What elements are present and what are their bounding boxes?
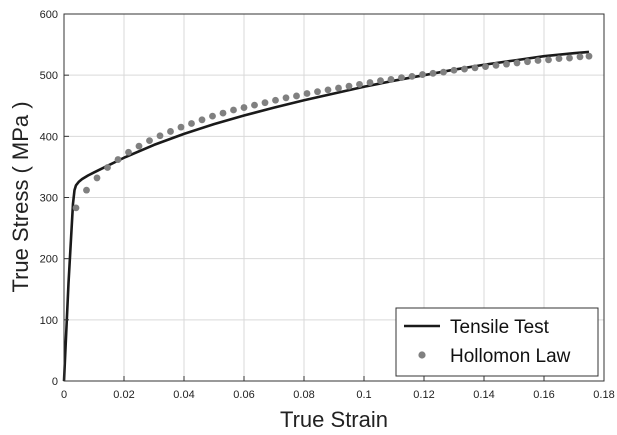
hollomon-law-point <box>492 61 500 69</box>
hollomon-law-point <box>503 60 510 68</box>
hollomon-law-point <box>356 80 363 88</box>
x-tick-label: 0.02 <box>113 389 134 401</box>
x-tick-label: 0.08 <box>293 389 314 401</box>
hollomon-law-point <box>303 90 311 97</box>
hollomon-law-point <box>167 128 174 135</box>
hollomon-law-point <box>198 116 206 124</box>
y-tick-label: 500 <box>40 70 58 82</box>
hollomon-law-point <box>534 57 542 64</box>
x-tick-label: 0.12 <box>413 389 434 401</box>
x-tick-label: 0.14 <box>473 389 494 401</box>
hollomon-law-point <box>450 66 458 74</box>
x-tick-label: 0.1 <box>356 389 371 401</box>
legend-dot-swatch <box>418 351 426 359</box>
hollomon-law-point <box>566 54 573 62</box>
x-tick-label: 0.18 <box>593 389 614 401</box>
hollomon-law-point <box>135 142 143 150</box>
hollomon-law-point <box>314 88 321 96</box>
y-axis-title: True Stress ( MPa ) <box>8 101 33 292</box>
hollomon-law-point <box>576 53 584 61</box>
x-tick-label: 0.06 <box>233 389 254 401</box>
hollomon-law-point <box>440 68 447 76</box>
y-tick-label: 0 <box>52 376 58 388</box>
hollomon-law-point <box>146 137 153 145</box>
hollomon-law-point <box>93 174 101 182</box>
y-axis-ticks: 0 100 200 300 400 500 600 <box>40 9 69 388</box>
hollomon-law-point <box>345 82 353 90</box>
x-tick-label: 0.04 <box>173 389 194 401</box>
hollomon-law-point <box>177 123 185 131</box>
hollomon-law-point <box>482 63 489 70</box>
hollomon-law-point <box>387 76 395 83</box>
y-tick-label: 300 <box>40 193 58 205</box>
y-tick-label: 100 <box>40 315 58 327</box>
hollomon-law-point <box>188 120 195 127</box>
hollomon-law-point <box>72 204 80 212</box>
hollomon-law-point <box>429 69 437 77</box>
hollomon-law-point <box>293 92 300 100</box>
x-axis-title: True Strain <box>280 407 388 432</box>
hollomon-law-point <box>83 186 90 194</box>
hollomon-law-point <box>555 55 563 63</box>
hollomon-law-point <box>125 148 132 156</box>
hollomon-law-point <box>366 79 374 86</box>
hollomon-law-point <box>545 56 552 64</box>
hollomon-law-point <box>513 59 521 67</box>
y-tick-label: 400 <box>40 131 58 143</box>
hollomon-law-point <box>398 74 405 82</box>
hollomon-law-point <box>585 52 593 60</box>
hollomon-law-point <box>104 164 111 171</box>
hollomon-law-series <box>72 52 593 212</box>
hollomon-law-point <box>461 65 468 73</box>
x-tick-label: 0 <box>61 389 67 401</box>
legend-box <box>395 307 599 377</box>
hollomon-law-point <box>335 84 342 92</box>
hollomon-law-point <box>524 58 531 66</box>
hollomon-law-point <box>114 156 122 163</box>
hollomon-law-point <box>408 72 416 80</box>
hollomon-law-point <box>251 101 258 109</box>
legend: Tensile Test Hollomon Law <box>395 307 599 377</box>
grid-lines <box>64 14 604 381</box>
hollomon-law-point <box>209 112 216 120</box>
legend-label-tensile-test: Tensile Test <box>450 317 550 338</box>
hollomon-law-point <box>156 132 164 140</box>
y-tick-label: 600 <box>40 9 58 21</box>
y-tick-label: 200 <box>40 254 58 266</box>
hollomon-law-point <box>219 109 227 117</box>
hollomon-law-point <box>240 104 248 111</box>
hollomon-law-point <box>377 77 384 85</box>
hollomon-law-point <box>230 106 237 114</box>
hollomon-law-point <box>471 64 479 72</box>
hollomon-law-point <box>272 96 279 104</box>
legend-label-hollomon-law: Hollomon Law <box>450 346 571 367</box>
hollomon-law-point <box>324 86 332 94</box>
hollomon-law-point <box>282 94 290 102</box>
x-tick-label: 0.16 <box>533 389 554 401</box>
hollomon-law-point <box>261 99 269 107</box>
x-axis-ticks: 0 0.02 0.04 0.06 0.08 0.1 0.12 0.14 0.16 0.18 <box>61 376 615 401</box>
hollomon-law-point <box>419 71 426 78</box>
